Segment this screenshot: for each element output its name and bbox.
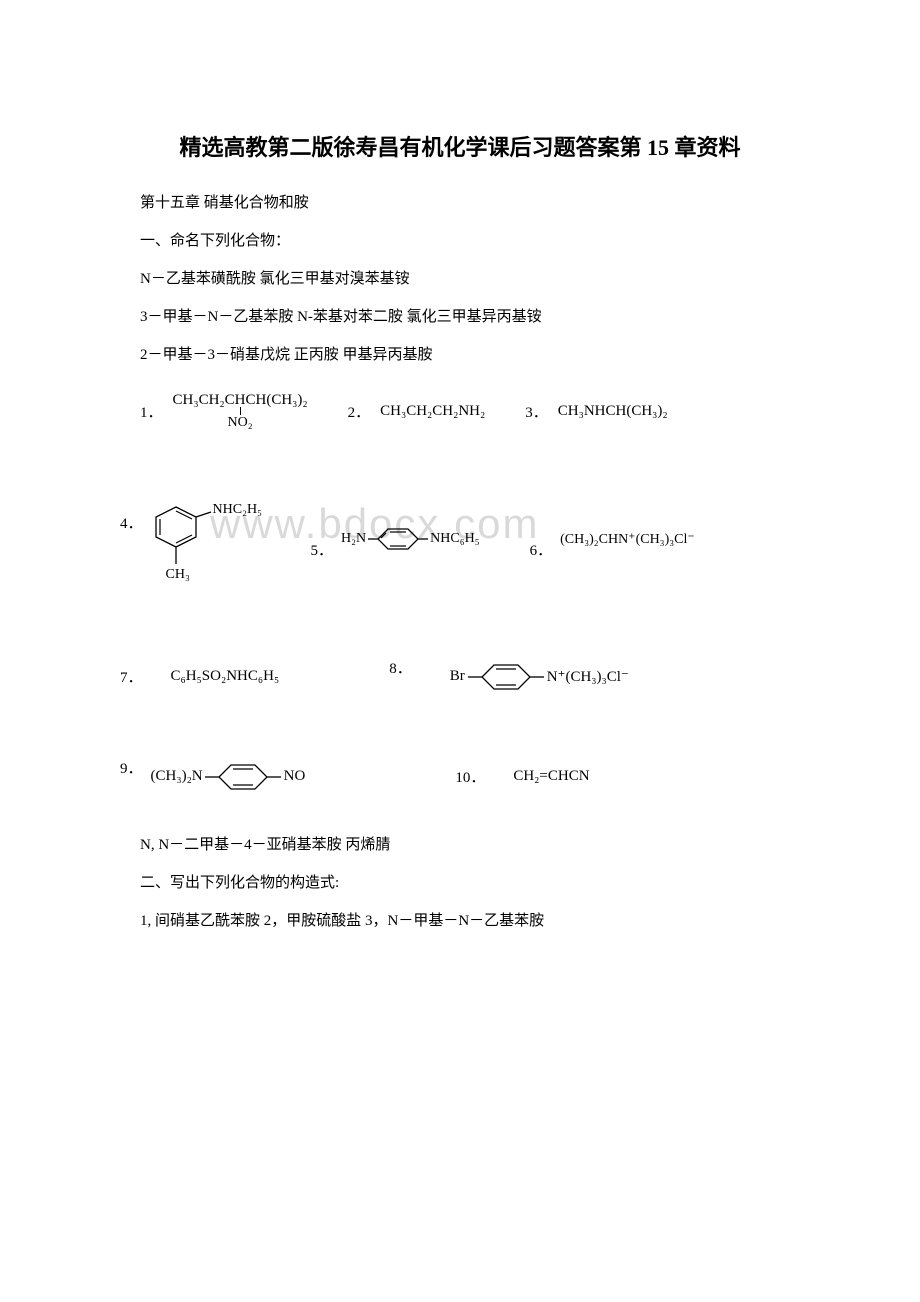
chapter-heading: 第十五章 硝基化合物和胺 (110, 185, 810, 221)
structure-9: 9． (CH₃)₂N NO (120, 757, 305, 797)
structure-row-4: 9． (CH₃)₂N NO 10． CH₂=CHCN (120, 757, 810, 797)
formula-num: 5． (311, 539, 334, 560)
benzene-icon (468, 657, 544, 697)
formula-text: CH₃CH₂CH₂NH₂ (380, 403, 485, 420)
names-line-3: 2－甲基－3－硝基戊烷 正丙胺 甲基异丙基胺 (110, 337, 810, 373)
formula-1: 1． CH₃CH₂CHCH(CH₃)₂ NO₂ (140, 391, 308, 432)
names-line-4: N, N－二甲基－4－亚硝基苯胺 丙烯腈 (110, 827, 810, 863)
formula-num: 8． (389, 657, 412, 678)
formula-num: 7． (120, 666, 143, 687)
names-line-2: 3－甲基－N－乙基苯胺 N-苯基对苯二胺 氯化三甲基异丙基铵 (110, 299, 810, 335)
formula-text: CH₂=CHCN (513, 768, 589, 785)
formula-text: NO₂ (228, 415, 253, 432)
structure-row-3: 7． C₆H₅SO₂NHC₆H₅ 8． Br N⁺(CH₃)₃Cl⁻ (120, 657, 810, 697)
formula-text: NHC₆H₅ (430, 531, 479, 547)
formula-num: 9． (120, 757, 143, 778)
formula-text: (CH₃)₂CHN⁺(CH₃)₃Cl⁻ (560, 531, 695, 548)
structure-7: 7． C₆H₅SO₂NHC₆H₅ (120, 666, 279, 687)
formula-text: C₆H₅SO₂NHC₆H₅ (171, 668, 280, 685)
structure-5: 5． H₂N NHC₆H₅ (311, 519, 480, 560)
formula-num: 2． (348, 401, 371, 422)
formula-text: Br (450, 668, 465, 685)
section2-line: 1, 间硝基乙酰苯胺 2，甲胺硫酸盐 3，N－甲基－N－乙基苯胺 (110, 903, 810, 939)
formula-num: 6． (530, 539, 553, 560)
benzene-icon (368, 519, 428, 559)
structure-8: 8． Br N⁺(CH₃)₃Cl⁻ (389, 657, 629, 697)
formula-row-1: 1． CH₃CH₂CHCH(CH₃)₂ NO₂ 2． CH₃CH₂CH₂NH₂ … (140, 391, 810, 432)
benzene-icon (205, 757, 281, 797)
formula-text: (CH₃)₂N (151, 768, 203, 785)
formula-text: N⁺(CH₃)₃Cl⁻ (547, 667, 629, 686)
formula-num: 4． (120, 512, 143, 533)
formula-3: 3． CH₃NHCH(CH₃)₂ (525, 401, 667, 422)
section1-header: 一、命名下列化合物： (110, 223, 810, 259)
structure-4: 4． NHC₂H₅ CH₃ (120, 492, 221, 587)
formula-2: 2． CH₃CH₂CH₂NH₂ (348, 401, 486, 422)
formula-text: H₂N (341, 531, 366, 547)
page-title: 精选高教第二版徐寿昌有机化学课后习题答案第 15 章资料 (110, 130, 810, 165)
structure-10: 10． CH₂=CHCN (455, 766, 589, 787)
formula-text: NO (284, 768, 306, 785)
structure-row-2: www.bdocx.com 4． NHC₂H₅ CH₃ 5． H₂N (120, 492, 810, 587)
section2-header: 二、写出下列化合物的构造式: (110, 865, 810, 901)
formula-text: CH₃NHCH(CH₃)₂ (558, 403, 668, 420)
structure-6: 6． (CH₃)₂CHN⁺(CH₃)₃Cl⁻ (530, 519, 695, 560)
names-line-1: N－乙基苯磺酰胺 氯化三甲基对溴苯基铵 (110, 261, 810, 297)
formula-num: 1． (140, 401, 163, 422)
formula-text: NHC₂H₅ (213, 502, 262, 518)
formula-num: 10． (455, 766, 485, 787)
formula-num: 3． (525, 401, 548, 422)
formula-text: CH₃ (166, 567, 190, 583)
